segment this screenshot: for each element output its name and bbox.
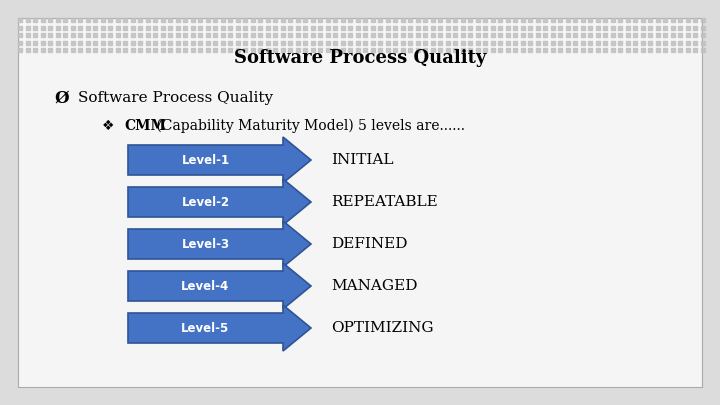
Text: Level-2: Level-2 bbox=[181, 196, 230, 209]
Text: OPTIMIZING: OPTIMIZING bbox=[331, 321, 433, 335]
Polygon shape bbox=[128, 221, 311, 267]
Text: MANAGED: MANAGED bbox=[331, 279, 418, 293]
Text: Ø: Ø bbox=[55, 90, 69, 107]
Polygon shape bbox=[128, 137, 311, 183]
Text: Level-4: Level-4 bbox=[181, 279, 230, 292]
Text: ❖: ❖ bbox=[102, 119, 114, 133]
Text: Level-5: Level-5 bbox=[181, 322, 230, 335]
Text: Software Process Quality: Software Process Quality bbox=[234, 49, 486, 67]
Text: Level-3: Level-3 bbox=[181, 237, 230, 251]
Text: DEFINED: DEFINED bbox=[331, 237, 408, 251]
Polygon shape bbox=[128, 263, 311, 309]
Text: (Capability Maturity Model) 5 levels are......: (Capability Maturity Model) 5 levels are… bbox=[152, 119, 465, 133]
Polygon shape bbox=[128, 179, 311, 225]
Text: REPEATABLE: REPEATABLE bbox=[331, 195, 438, 209]
Text: CMM: CMM bbox=[124, 119, 166, 133]
Text: Level-1: Level-1 bbox=[181, 153, 230, 166]
Text: INITIAL: INITIAL bbox=[331, 153, 394, 167]
Polygon shape bbox=[128, 305, 311, 351]
Text: Software Process Quality: Software Process Quality bbox=[78, 91, 273, 105]
FancyBboxPatch shape bbox=[18, 18, 702, 387]
